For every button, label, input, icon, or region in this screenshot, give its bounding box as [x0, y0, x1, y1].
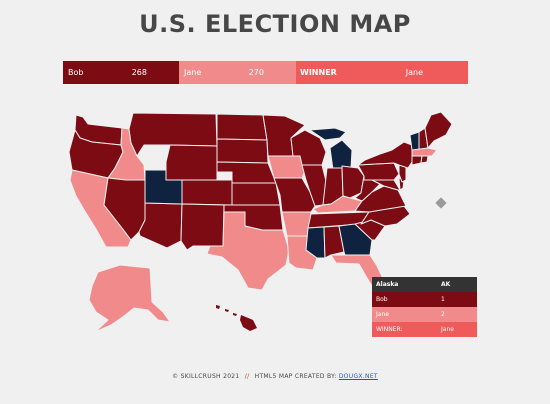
winner-label: WINNER — [300, 68, 337, 77]
state-ri[interactable] — [420, 155, 429, 164]
state-ct[interactable] — [411, 155, 423, 166]
state-nm[interactable] — [180, 203, 225, 251]
state-info-row: Bob 1 — [372, 292, 477, 307]
credit-link[interactable]: DOUGX.NET — [338, 373, 378, 380]
state-wy[interactable] — [165, 144, 218, 181]
footer: © SKILLCRUSH 2021 // HTML5 MAP CREATED B… — [0, 373, 550, 380]
state-abbrev: AK — [441, 281, 451, 288]
copyright-text: © SKILLCRUSH 2021 — [172, 373, 240, 380]
state-az[interactable] — [138, 202, 183, 249]
row-value: 1 — [441, 296, 445, 303]
state-name: Alaska — [376, 281, 399, 288]
row-label: Bob — [376, 296, 388, 303]
state-ky[interactable] — [312, 195, 363, 214]
state-fl[interactable] — [330, 254, 386, 294]
state-ma[interactable] — [411, 147, 438, 157]
state-mi[interactable] — [309, 127, 353, 171]
state-il[interactable] — [301, 164, 328, 207]
state-info-table: Alaska AK Bob 1 Jane 2 WINNER: Jane — [372, 277, 477, 337]
state-hi[interactable] — [216, 305, 257, 331]
candidate2-score: Jane 270 — [179, 61, 296, 84]
credit-text: HTML5 MAP CREATED BY: — [254, 373, 337, 380]
state-co[interactable] — [181, 179, 233, 206]
state-me[interactable] — [424, 111, 453, 149]
state-tx[interactable] — [206, 211, 290, 291]
state-vt[interactable] — [409, 131, 420, 151]
state-info-header: Alaska AK — [372, 277, 477, 292]
candidate1-name: Bob — [68, 68, 84, 77]
state-ms[interactable] — [305, 226, 326, 259]
state-ar[interactable] — [281, 211, 312, 237]
dc-marker[interactable] — [435, 197, 447, 209]
state-pa[interactable] — [357, 162, 400, 181]
state-ks[interactable] — [231, 182, 281, 206]
score-bar: Bob 268 Jane 270 WINNER Jane — [63, 61, 468, 84]
state-md[interactable] — [371, 179, 401, 191]
state-info-row: WINNER: Jane — [372, 322, 477, 337]
row-value: Jane — [441, 326, 454, 333]
state-nd[interactable] — [216, 113, 268, 141]
state-info-row: Jane 2 — [372, 307, 477, 322]
winner-name: Jane — [405, 68, 423, 77]
row-value: 2 — [441, 311, 445, 318]
candidate1-score: Bob 268 — [63, 61, 179, 84]
state-va[interactable] — [354, 185, 407, 213]
row-label: WINNER: — [376, 326, 403, 333]
candidate2-votes: 270 — [248, 68, 264, 77]
state-sd[interactable] — [216, 138, 269, 164]
state-ak[interactable] — [88, 264, 171, 333]
candidate2-name: Jane — [184, 68, 202, 77]
winner-banner: WINNER Jane — [296, 61, 468, 84]
state-al[interactable] — [323, 225, 345, 259]
candidate1-votes: 268 — [131, 68, 147, 77]
row-label: Jane — [376, 311, 389, 318]
footer-separator: // — [244, 373, 250, 380]
page-title: U.S. ELECTION MAP — [139, 10, 411, 38]
